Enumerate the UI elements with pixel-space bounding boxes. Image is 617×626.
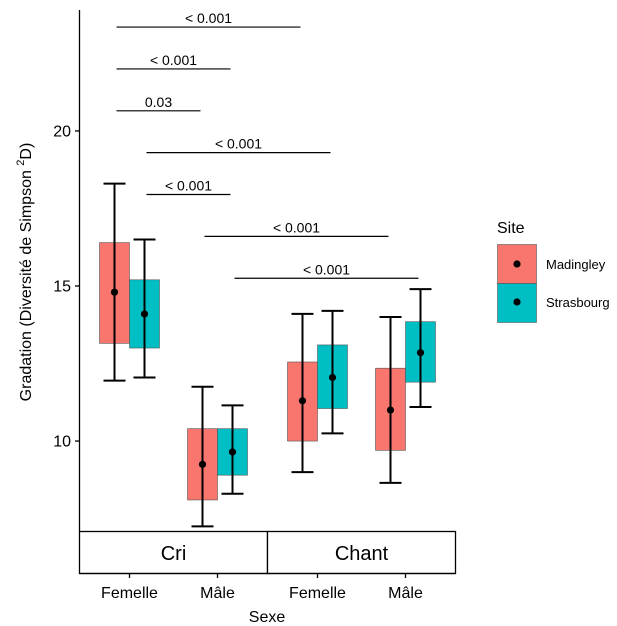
comparison-label: < 0.001 xyxy=(303,261,350,277)
legend: Site Madingley Strasbourg xyxy=(497,220,610,323)
comparison-2: 0.03 xyxy=(116,94,201,112)
y-axis-ticks: 10 15 20 xyxy=(53,123,80,451)
mean-point-cri-male-strasbourg xyxy=(228,448,237,456)
y-tick-label: 10 xyxy=(53,434,71,451)
box-group-chant-male-madingley xyxy=(375,316,406,484)
mean-point-chant-male-madingley xyxy=(386,406,395,414)
comparison-1: < 0.001 xyxy=(116,52,231,70)
box-group-cri-femelle-madingley xyxy=(99,182,130,382)
y-tick-label: 20 xyxy=(53,123,71,140)
comparison-label: < 0.001 xyxy=(185,10,232,26)
x-tick-label: Femelle xyxy=(289,585,346,602)
facet-label-chant: Chant xyxy=(335,543,389,565)
facet-strip-cri: Cri xyxy=(78,530,269,575)
box-group-chant-male-strasbourg xyxy=(405,288,436,408)
box-group-cri-femelle-strasbourg xyxy=(129,238,160,379)
x-tick-label: Femelle xyxy=(101,585,158,602)
box-group-cri-male-strasbourg xyxy=(217,404,248,495)
mean-point-chant-femelle-madingley xyxy=(298,397,307,405)
comparison-label: 0.03 xyxy=(145,94,172,110)
x-axis-ticks: Femelle Mâle Femelle Mâle xyxy=(101,573,423,602)
comparison-label: < 0.001 xyxy=(150,52,197,68)
comparison-3: < 0.001 xyxy=(146,136,331,154)
facet-strip-chant: Chant xyxy=(266,530,457,575)
mean-point-cri-femelle-strasbourg xyxy=(140,310,149,318)
legend-label-strasbourg: Strasbourg xyxy=(546,295,610,310)
boxplot-series xyxy=(99,182,436,528)
legend-dot-strasbourg xyxy=(513,298,521,306)
comparison-5: < 0.001 xyxy=(204,219,389,237)
comparison-6: < 0.001 xyxy=(234,261,419,279)
mean-point-cri-male-madingley xyxy=(198,460,207,468)
legend-item-madingley: Madingley xyxy=(497,244,606,284)
y-tick-label: 15 xyxy=(53,279,71,296)
x-tick-label: Mâle xyxy=(200,585,235,602)
comparison-0: < 0.001 xyxy=(116,10,301,28)
legend-title: Site xyxy=(497,220,525,237)
comparison-label: < 0.001 xyxy=(165,178,212,194)
mean-point-cri-femelle-madingley xyxy=(110,288,119,296)
legend-item-strasbourg: Strasbourg xyxy=(497,283,610,323)
box-group-chant-femelle-madingley xyxy=(287,312,318,474)
legend-dot-madingley xyxy=(513,260,521,268)
mean-point-chant-male-strasbourg xyxy=(416,349,425,357)
y-axis-title: Gradation (Diversité de Simpson 2D) xyxy=(15,143,35,402)
legend-label-madingley: Madingley xyxy=(546,257,606,272)
x-axis-title: Sexe xyxy=(249,609,286,626)
x-tick-label: Mâle xyxy=(388,585,423,602)
facet-label-cri: Cri xyxy=(161,543,187,565)
comparison-brackets: < 0.001 < 0.001 0.03 < 0.001 < 0.001 < 0.001 <… xyxy=(116,10,419,279)
comparison-label: < 0.001 xyxy=(215,136,262,152)
mean-point-chant-femelle-strasbourg xyxy=(328,373,337,382)
box-group-chant-femelle-strasbourg xyxy=(317,309,348,435)
comparison-4: < 0.001 xyxy=(146,178,231,196)
box-group-cri-male-madingley xyxy=(187,385,218,528)
comparison-label: < 0.001 xyxy=(273,219,320,235)
